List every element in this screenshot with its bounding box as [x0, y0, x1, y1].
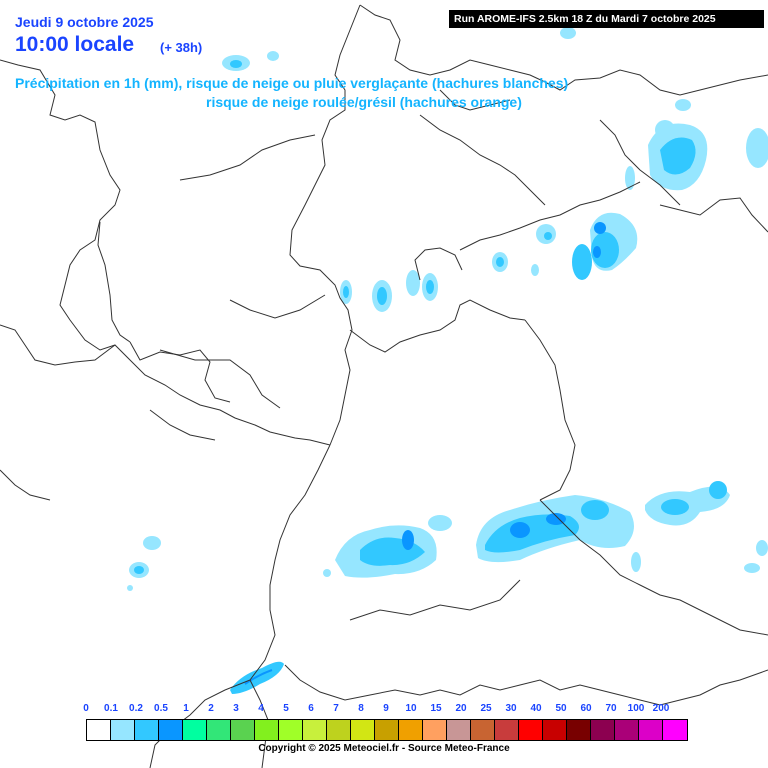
precip-cell [544, 232, 552, 240]
precip-cell [756, 540, 768, 556]
legend-tick-label: 3 [233, 703, 239, 714]
legend-color-cell [543, 720, 567, 740]
map-description-line2: risque de neige roulée/grésil (hachures … [206, 94, 522, 110]
precip-cell [510, 522, 530, 538]
precip-cell [591, 232, 619, 268]
precip-cell [531, 264, 539, 276]
legend-color-cell [375, 720, 399, 740]
legend-color-cell [591, 720, 615, 740]
legend-color-cell [567, 720, 591, 740]
precip-cell [402, 530, 414, 550]
legend-color-cell [663, 720, 687, 740]
legend-color-cell [399, 720, 423, 740]
legend-labels: 0 0.1 0.2 0.5 1 2 3 4 5 6 7 8 9 10 15 20 25 30 40 50 60 70 100… [0, 703, 768, 717]
precip-cell [746, 128, 768, 168]
legend-color-cell [87, 720, 111, 740]
precip-cell [593, 246, 601, 258]
legend-color-cell [351, 720, 375, 740]
legend-tick-label: 6 [308, 703, 314, 714]
legend-tick-label: 9 [383, 703, 389, 714]
precip-cell [127, 585, 133, 591]
legend-color-cell [279, 720, 303, 740]
forecast-date: Jeudi 9 octobre 2025 [15, 14, 154, 30]
legend-color-cell [471, 720, 495, 740]
precip-cell [377, 287, 387, 305]
precip-cell [581, 500, 609, 520]
precip-cell [134, 566, 144, 574]
precip-cell [625, 166, 635, 190]
legend-color-cell [495, 720, 519, 740]
legend-color-cell [183, 720, 207, 740]
legend-tick-label: 2 [208, 703, 214, 714]
legend-color-cell [207, 720, 231, 740]
precip-cell [560, 27, 576, 39]
precip-cell [661, 499, 689, 515]
model-run-label: Run AROME-IFS 2.5km 18 Z du Mardi 7 octo… [449, 10, 764, 28]
precip-cell [143, 536, 161, 550]
legend-tick-label: 50 [555, 703, 567, 714]
legend-color-cell [111, 720, 135, 740]
country-borders [0, 4, 768, 768]
precip-cell [709, 481, 727, 499]
legend-tick-label: 5 [283, 703, 289, 714]
legend-tick-label: 70 [605, 703, 617, 714]
precip-cell [655, 120, 675, 140]
forecast-time: 10:00 locale [15, 33, 135, 56]
precip-cell [660, 137, 696, 175]
legend-tick-label: 40 [530, 703, 542, 714]
legend-tick-label: 4 [258, 703, 264, 714]
precip-cell [594, 222, 606, 234]
legend-tick-label: 0 [83, 703, 89, 714]
precip-cell [675, 99, 691, 111]
precip-cell [343, 286, 349, 298]
legend-tick-label: 0.1 [104, 703, 118, 714]
precip-cell [230, 60, 242, 68]
legend-color-cell [327, 720, 351, 740]
legend-tick-label: 200 [652, 703, 670, 714]
legend-tick-label: 7 [333, 703, 339, 714]
precip-cell [323, 569, 331, 577]
precip-cell [572, 244, 592, 280]
legend-colorbar [86, 719, 688, 741]
precip-cell [267, 51, 279, 61]
legend-tick-label: 100 [627, 703, 645, 714]
precip-cell [230, 661, 284, 694]
legend-color-cell [423, 720, 447, 740]
forecast-lead-time: (+ 38h) [160, 40, 203, 55]
legend-tick-label: 1 [183, 703, 189, 714]
precip-cell [496, 257, 504, 267]
legend-color-cell [135, 720, 159, 740]
legend-tick-label: 30 [505, 703, 517, 714]
legend-tick-label: 0.2 [129, 703, 143, 714]
legend-color-cell [159, 720, 183, 740]
precip-cell [428, 515, 452, 531]
precipitation-areas [127, 27, 768, 694]
precip-cell [744, 563, 760, 573]
legend-tick-label: 15 [430, 703, 442, 714]
copyright-notice: Copyright © 2025 Meteociel.fr - Source M… [258, 743, 510, 754]
legend-tick-label: 20 [455, 703, 467, 714]
precip-cell [631, 552, 641, 572]
legend-tick-label: 8 [358, 703, 364, 714]
precip-cell [546, 513, 566, 525]
precip-cell [244, 669, 273, 685]
legend-color-cell [639, 720, 663, 740]
legend-color-cell [615, 720, 639, 740]
legend-tick-label: 60 [580, 703, 592, 714]
legend-tick-label: 0.5 [154, 703, 168, 714]
legend-color-cell [447, 720, 471, 740]
legend-color-cell [519, 720, 543, 740]
map-description-line1: Précipitation en 1h (mm), risque de neig… [15, 75, 569, 91]
legend-tick-label: 25 [480, 703, 492, 714]
legend-color-cell [255, 720, 279, 740]
precip-cell [406, 270, 420, 296]
legend-color-cell [303, 720, 327, 740]
legend-tick-label: 10 [405, 703, 417, 714]
legend-color-cell [231, 720, 255, 740]
precip-cell [426, 280, 434, 294]
